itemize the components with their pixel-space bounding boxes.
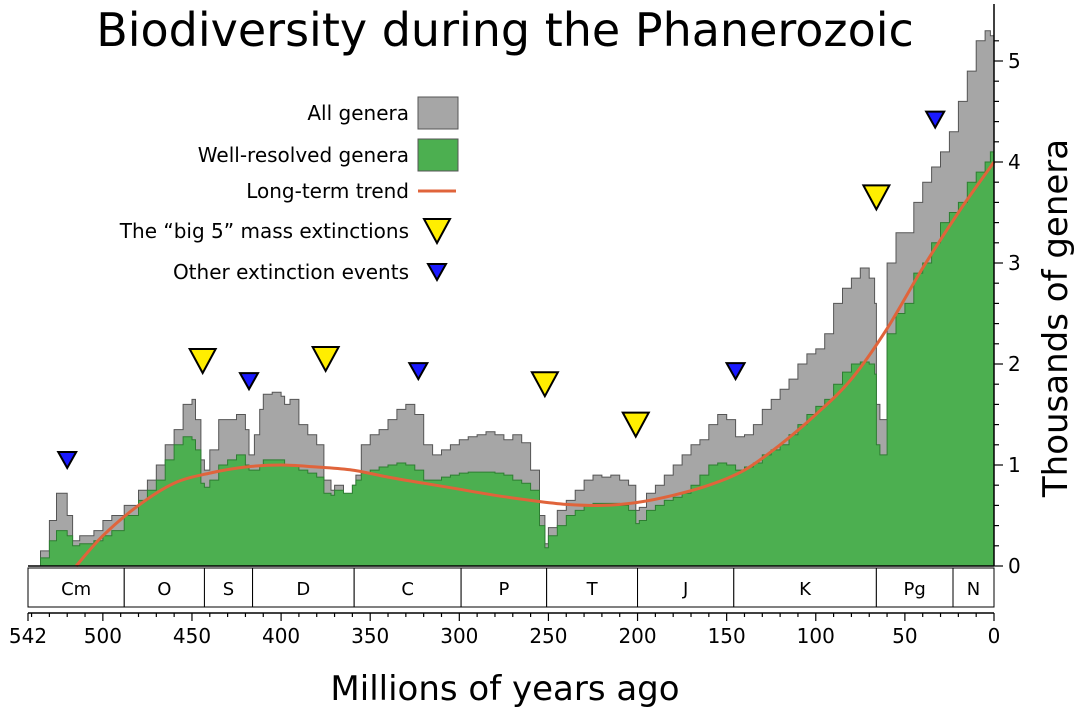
x-tick-label: 250 <box>529 624 567 648</box>
other-extinction-marker <box>238 372 260 392</box>
period-label: P <box>498 579 509 600</box>
legend-label: Long-term trend <box>246 179 409 203</box>
legend-swatch <box>417 138 459 172</box>
period-label: Pg <box>904 579 926 600</box>
legend-label: All genera <box>307 101 409 125</box>
y-axis: 0 1 2 3 4 5 <box>993 4 1021 578</box>
x-tick-label: 0 <box>988 624 1001 648</box>
x-tick-label: 150 <box>708 624 746 648</box>
y-tick-label: 1 <box>1008 453 1021 477</box>
other-extinction-marker <box>924 110 946 130</box>
trend-layer <box>74 161 996 568</box>
big5-extinction-marker <box>530 371 560 399</box>
big5-extinction-marker <box>187 347 218 376</box>
x-tick-label: 500 <box>84 624 122 648</box>
x-tick-label: 300 <box>440 624 478 648</box>
period-label: N <box>967 579 980 600</box>
period-cell <box>637 567 735 608</box>
period-label: O <box>157 579 171 600</box>
period-cell <box>733 567 877 608</box>
legend-label: The “big 5” mass extinctions <box>119 219 409 243</box>
x-tick-label: 542 <box>9 624 47 648</box>
period-cell <box>460 567 548 608</box>
period-label: D <box>296 579 310 600</box>
y-tick-label: 3 <box>1008 251 1021 275</box>
y-tick-label: 5 <box>1008 49 1021 73</box>
legend-swatch <box>417 96 459 130</box>
legend: All genera Well-resolved genera Long-term … <box>119 96 459 284</box>
legend-swatch <box>426 263 448 283</box>
chart-title: Biodiversity during the Phanerozoic <box>96 3 914 57</box>
period-cell <box>875 567 954 608</box>
period-label: T <box>586 579 599 600</box>
period-label: C <box>401 579 414 600</box>
big5-extinction-marker <box>861 184 892 212</box>
legend-label: Well-resolved genera <box>198 143 409 167</box>
x-tick-label: 100 <box>797 624 835 648</box>
y-tick-label: 0 <box>1008 554 1021 578</box>
big5-extinction-marker <box>310 345 341 374</box>
x-tick-label: 50 <box>892 624 917 648</box>
x-axis-label: Millions of years ago <box>330 669 679 709</box>
period-cell <box>546 567 639 608</box>
period-cell <box>123 567 205 608</box>
x-tick-label: 200 <box>618 624 656 648</box>
period-label: K <box>799 579 812 600</box>
extinction-markers <box>56 110 946 470</box>
other-extinction-marker <box>724 362 747 382</box>
x-tick-label: 450 <box>173 624 211 648</box>
y-tick-label: 4 <box>1008 150 1021 174</box>
long-term-trend-line <box>74 161 996 568</box>
other-extinction-marker <box>56 450 78 470</box>
period-bar: Cm O S D C P T J K Pg N <box>27 567 995 608</box>
legend-swatch <box>422 218 452 246</box>
big5-extinction-marker <box>621 411 651 439</box>
x-tick-label: 350 <box>351 624 389 648</box>
y-axis-label: Thousands of genera <box>1036 139 1076 498</box>
plot-areas <box>28 25 995 567</box>
period-label: S <box>223 579 234 600</box>
legend-label: Other extinction events <box>173 260 409 284</box>
x-tick-label: 400 <box>262 624 300 648</box>
other-extinction-marker <box>407 362 430 382</box>
period-cell <box>252 567 355 608</box>
y-tick-label: 2 <box>1008 352 1021 376</box>
period-label: J <box>682 579 688 600</box>
period-cell <box>952 567 995 608</box>
period-label: Cm <box>61 579 91 600</box>
x-axis: 542 500 450 400 350 300 250 200 150 100 50 0 <box>9 565 1001 648</box>
all-genera-area <box>28 25 995 567</box>
well-resolved-genera-area <box>28 141 995 567</box>
